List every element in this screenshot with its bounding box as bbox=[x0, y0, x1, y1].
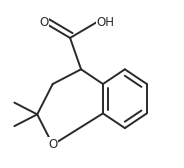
Text: O: O bbox=[48, 138, 57, 151]
Text: O: O bbox=[39, 16, 48, 29]
Text: OH: OH bbox=[97, 16, 115, 29]
